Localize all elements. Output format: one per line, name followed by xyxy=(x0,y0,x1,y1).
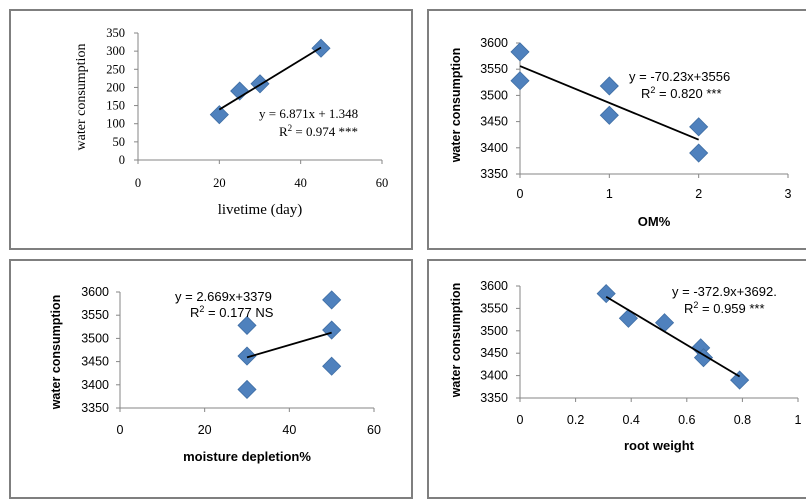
x-tick-label: 20 xyxy=(213,176,226,190)
x-tick-label: 2 xyxy=(695,187,702,201)
r-squared-label: R2 = 0.177 NS xyxy=(190,304,274,320)
x-tick-label: 0 xyxy=(117,423,124,437)
y-tick-label: 100 xyxy=(106,117,125,131)
y-tick-label: 3550 xyxy=(81,308,109,322)
data-point xyxy=(230,81,250,101)
y-tick-label: 3550 xyxy=(480,301,508,315)
data-point xyxy=(322,290,342,310)
trend-line xyxy=(218,46,322,111)
data-point xyxy=(237,315,257,335)
y-tick-label: 300 xyxy=(106,44,125,58)
r-squared-label: R2 = 0.820 *** xyxy=(641,85,722,101)
x-tick-label: 0.2 xyxy=(567,413,584,427)
data-point xyxy=(689,117,709,137)
y-tick-label: 3600 xyxy=(480,279,508,293)
y-tick-label: 350 xyxy=(106,26,125,40)
data-point xyxy=(730,370,750,390)
x-tick-label: 0 xyxy=(517,187,524,201)
y-tick-label: 3350 xyxy=(480,167,508,181)
data-point xyxy=(599,76,619,96)
y-axis-label: water consumption xyxy=(449,283,463,399)
y-tick-label: 3400 xyxy=(480,141,508,155)
x-tick-label: 60 xyxy=(367,423,381,437)
data-point xyxy=(322,356,342,376)
trend-line xyxy=(519,65,700,141)
y-tick-label: 50 xyxy=(113,135,126,149)
y-tick-label: 200 xyxy=(106,80,125,94)
data-point xyxy=(510,42,530,62)
trend-equation: y = -372.9x+3692. xyxy=(672,284,777,299)
y-tick-label: 3350 xyxy=(81,401,109,415)
chart-livetime: 0 50 100 150 200 250 300 350 0 20 40 60 livetime (da… xyxy=(74,26,388,218)
r-squared-label: R2 = 0.959 *** xyxy=(684,300,765,316)
y-tick-label: 3450 xyxy=(81,355,109,369)
x-tick-label: 1 xyxy=(795,413,802,427)
y-tick-label: 3400 xyxy=(480,369,508,383)
y-tick-label: 0 xyxy=(119,153,125,167)
data-point xyxy=(237,379,257,400)
trend-line xyxy=(605,295,741,378)
y-tick-label: 3550 xyxy=(480,62,508,76)
y-tick-label: 150 xyxy=(106,99,125,113)
y-axis-label: water consumption xyxy=(449,48,463,164)
chart-panel-om xyxy=(427,9,806,250)
x-axis-label: livetime (day) xyxy=(218,202,303,218)
chart-om: 3350 3400 3450 3500 3550 3600 0 1 2 3 OM% water con… xyxy=(449,36,792,229)
chart-root-weight: 3350 3400 3450 3500 3550 3600 0 0.2 0.4 0.6 0.8 1 ro… xyxy=(449,279,802,453)
data-point xyxy=(237,346,257,366)
x-tick-label: 0.4 xyxy=(623,413,640,427)
y-tick-label: 3400 xyxy=(81,378,109,392)
y-axis-label: water consumption xyxy=(49,295,63,411)
trend-equation: y = -70.23x+3556 xyxy=(629,69,730,84)
x-tick-label: 0 xyxy=(517,413,524,427)
y-tick-label: 3500 xyxy=(480,324,508,338)
data-point xyxy=(689,143,709,163)
y-tick-label: 3600 xyxy=(81,285,109,299)
x-tick-label: 0.6 xyxy=(678,413,695,427)
y-tick-label: 3450 xyxy=(480,115,508,129)
trend-line xyxy=(246,331,332,359)
x-tick-label: 40 xyxy=(282,423,296,437)
y-tick-label: 3600 xyxy=(480,36,508,50)
trend-equation: y = 6.871x + 1.348 xyxy=(259,106,358,121)
x-axis-label: root weight xyxy=(624,438,695,453)
x-axis-label: moisture depletion% xyxy=(183,449,311,464)
chart-panel-moisture xyxy=(9,259,413,499)
y-tick-label: 250 xyxy=(106,62,125,76)
x-tick-label: 3 xyxy=(785,187,792,201)
y-tick-label: 3500 xyxy=(480,88,508,102)
trend-equation: y = 2.669x+3379 xyxy=(175,289,272,304)
x-tick-label: 40 xyxy=(294,176,307,190)
data-point xyxy=(599,105,619,125)
x-tick-label: 60 xyxy=(376,176,389,190)
data-point xyxy=(510,71,530,91)
r-squared-label: R2 = 0.974 *** xyxy=(279,123,358,139)
x-tick-label: 0.8 xyxy=(734,413,751,427)
x-tick-label: 20 xyxy=(198,423,212,437)
data-point xyxy=(596,284,616,304)
data-point xyxy=(618,308,638,328)
data-point xyxy=(322,320,342,340)
x-axis-label: OM% xyxy=(638,214,671,229)
x-tick-label: 1 xyxy=(606,187,613,201)
x-tick-label: 0 xyxy=(135,176,141,190)
y-axis-label: water consumption xyxy=(74,44,89,151)
data-point xyxy=(209,105,229,125)
y-tick-label: 3450 xyxy=(480,346,508,360)
data-point xyxy=(654,313,675,333)
y-tick-label: 3500 xyxy=(81,331,109,345)
chart-panel-livetime xyxy=(9,9,413,250)
y-tick-label: 3350 xyxy=(480,391,508,405)
chart-moisture: 3350 3400 3450 3500 3550 3600 0 20 40 60 moisture … xyxy=(49,285,381,464)
